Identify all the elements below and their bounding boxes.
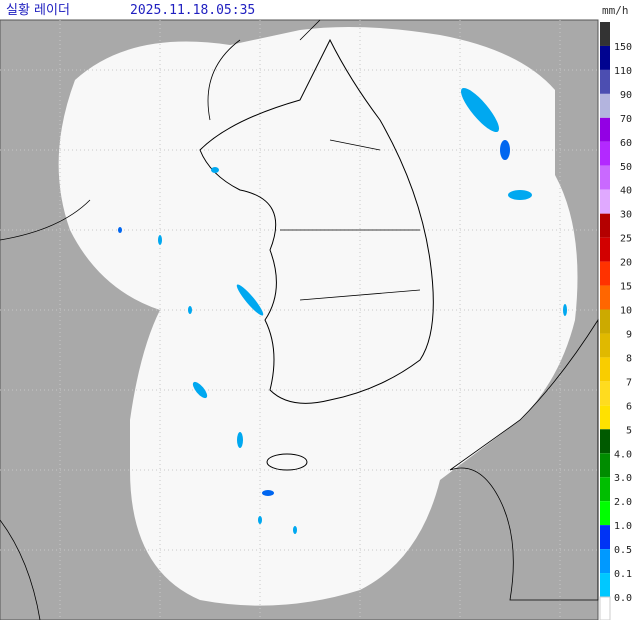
legend-swatch (600, 453, 610, 478)
legend-swatch (600, 573, 610, 597)
unit: mm/h (602, 4, 629, 17)
legend-swatch (600, 261, 610, 286)
legend-label: 0.0 (614, 593, 632, 604)
legend-label: 2.0 (614, 497, 632, 508)
legend-label: 70 (620, 114, 632, 125)
legend-label: 90 (620, 90, 632, 101)
china-outline (0, 199, 91, 621)
legend-swatch (600, 477, 610, 502)
legend-swatch (600, 45, 610, 70)
legend-label: 150 (614, 42, 632, 53)
legend-label: 9 (626, 329, 632, 340)
japan-outline (449, 318, 599, 601)
legend: 150 110 90 70 60 50 40 30 25 20 15 10 9 8 7 6 5 4.0 3.0 2.0… (599, 22, 632, 621)
legend-swatch (600, 381, 610, 406)
legend-swatch (600, 69, 610, 94)
legend-label: 7 (626, 377, 632, 388)
legend-label: 60 (620, 138, 632, 149)
legend-swatch (600, 117, 610, 142)
legend-label: 20 (620, 258, 632, 269)
legend-label: 110 (614, 66, 632, 77)
legend-label: 3.0 (614, 473, 632, 484)
legend-swatch (600, 357, 610, 382)
legend-label: 0.1 (614, 569, 632, 580)
legend-swatch (600, 405, 610, 430)
legend-label: 1.0 (614, 521, 632, 532)
legend-label: 30 (620, 210, 632, 221)
legend-label: 0.5 (614, 545, 632, 556)
map (0, 19, 599, 621)
radar-coverage (58, 26, 578, 606)
boundaries (207, 19, 421, 301)
legend-swatch (599, 596, 611, 621)
legend-label: 50 (620, 162, 632, 173)
legend-label: 10 (620, 306, 632, 317)
legend-swatch (600, 285, 610, 310)
legend-label: 25 (620, 234, 632, 245)
title: 실황 레이더 (6, 3, 70, 18)
legend-swatch (600, 22, 610, 46)
legend-label: 15 (620, 282, 632, 293)
legend-swatch (600, 549, 610, 574)
legend-label: 5 (626, 425, 632, 436)
legend-swatch (600, 501, 610, 526)
legend-label: 4.0 (614, 449, 632, 460)
legend-swatch (600, 429, 610, 454)
legend-swatch (600, 525, 610, 550)
legend-swatch (600, 165, 610, 190)
legend-label: 40 (620, 186, 632, 197)
jeju-island (266, 453, 308, 471)
rain-echoes (118, 87, 567, 534)
legend-swatch (600, 309, 610, 334)
legend-swatch (600, 93, 610, 118)
legend-swatch (600, 213, 610, 238)
legend-swatch (600, 189, 610, 214)
legend-swatch (600, 237, 610, 262)
timestamp: 2025.11.18.05:35 (130, 3, 255, 18)
legend-label: 6 (626, 401, 632, 412)
peninsula-outline (199, 38, 434, 404)
legend-swatch (600, 141, 610, 166)
legend-label: 8 (626, 353, 632, 364)
legend-swatch (600, 333, 610, 358)
